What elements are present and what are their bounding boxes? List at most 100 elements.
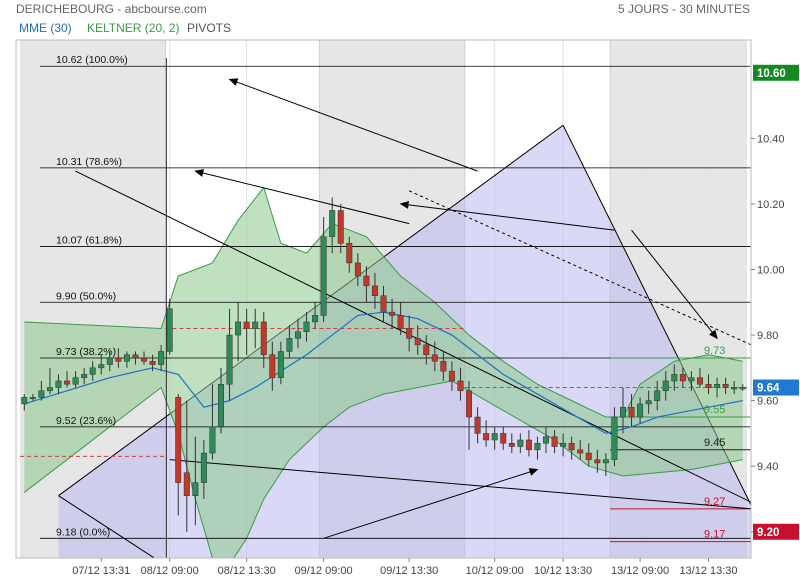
chart-title: DERICHEBOURG - abcbourse.com [16, 2, 207, 16]
candle-body [183, 472, 190, 496]
candle-body [235, 321, 242, 336]
candle-body [98, 364, 105, 369]
price-badge-label-high: 10.60 [757, 68, 786, 80]
candle-body [123, 354, 130, 362]
candle-body [739, 387, 746, 390]
candle-body [346, 243, 353, 264]
x-tick-label: 09/12 13:30 [380, 565, 438, 577]
candle-body [303, 321, 310, 333]
pivot-label: 9.73 [704, 345, 725, 357]
price-badge-label-last: 9.64 [757, 383, 780, 395]
candle-body [89, 367, 96, 375]
candle-body [679, 374, 686, 382]
fibonacci-label: 9.52 (23.6%) [56, 415, 116, 427]
fibonacci-label: 10.62 (100.0%) [56, 54, 128, 66]
candle-body [551, 436, 558, 447]
pivot-label: 9.17 [704, 529, 725, 541]
fibonacci-label: 9.73 (38.2%) [56, 346, 116, 358]
candle-body [286, 338, 293, 352]
candle-body [243, 321, 250, 329]
candle-body [414, 338, 421, 346]
annotation-arrow [323, 468, 539, 539]
candle-body [166, 308, 173, 352]
candle-body [431, 354, 438, 362]
candle-body [406, 328, 413, 339]
candle-body [209, 426, 216, 454]
candle-body [619, 406, 626, 418]
candle-body [714, 383, 721, 388]
candle-body [560, 443, 567, 447]
candle-body [688, 377, 695, 382]
y-tick-label: 10.40 [757, 133, 785, 145]
x-tick-label: 09/12 09:00 [295, 565, 353, 577]
candle-body [577, 449, 584, 454]
y-tick-label: 9.80 [757, 330, 778, 342]
candle-body [628, 406, 635, 418]
candle-body [200, 452, 207, 483]
candle-body [645, 400, 652, 405]
candle-body [72, 377, 79, 385]
candle-body [483, 433, 490, 441]
candle-body [226, 334, 233, 385]
candle-body [46, 387, 53, 392]
candle-body [457, 380, 464, 392]
legend-pivots[interactable]: PIVOTS [187, 21, 232, 35]
annotation-arrow [228, 78, 478, 172]
y-tick-label: 10.00 [757, 264, 785, 276]
candle-body [662, 380, 669, 392]
fibonacci-label: 9.90 (50.0%) [56, 290, 116, 302]
candle-body [705, 383, 712, 388]
candle-body [106, 357, 113, 365]
pivot-label: 9.45 [704, 437, 725, 449]
x-tick-label: 13/12 13:30 [679, 565, 737, 577]
trend-line [408, 190, 751, 346]
candle-body [141, 357, 148, 362]
candle-body [21, 397, 28, 405]
candle-body [312, 315, 319, 323]
candle-body [29, 397, 36, 400]
candle-body [55, 380, 62, 388]
candle-body [474, 416, 481, 434]
candle-body [252, 321, 259, 329]
candle-body [38, 390, 45, 398]
price-badge-high [753, 64, 799, 81]
candle-body [491, 433, 498, 441]
candle-body [64, 380, 71, 385]
legend-mme[interactable]: MME (30) [19, 21, 72, 35]
pitchfork-lower-edge [58, 495, 156, 558]
y-tick-label: 10.20 [757, 199, 785, 211]
legend-keltner[interactable]: KELTNER (20, 2) [87, 21, 180, 35]
x-tick-label: 10/12 13:30 [534, 565, 592, 577]
candle-body [602, 459, 609, 464]
candle-body [466, 390, 473, 418]
plot-area: 10.62 (100.0%) 10.31 (78.6%) 10.07 (61.8%)… [20, 40, 751, 558]
fibonacci-label: 9.18 (0.0%) [56, 526, 110, 538]
candle-body [337, 210, 344, 244]
candle-body [517, 439, 524, 447]
candle-body [132, 354, 139, 359]
candle-body [389, 311, 396, 316]
x-tick-label: 07/12 13:31 [72, 565, 130, 577]
price-badge-low [753, 523, 799, 540]
candle-body [568, 443, 575, 451]
candle-body [696, 377, 703, 385]
candle-body [277, 351, 284, 378]
candle-body [397, 315, 404, 329]
x-tick-label: 13/12 09:00 [611, 565, 669, 577]
x-tick-label: 08/12 13:30 [218, 565, 276, 577]
plot-frame [15, 39, 752, 559]
candle-body [294, 331, 301, 339]
annotation-arrow [399, 200, 615, 231]
annotation-arrow [194, 169, 410, 225]
candle-body [722, 383, 729, 388]
y-tick-label: 9.60 [757, 396, 778, 408]
candle-body [329, 210, 336, 237]
candle-body [158, 351, 165, 365]
x-tick-label: 08/12 09:00 [141, 565, 199, 577]
candle-body [637, 403, 644, 418]
candle-body [371, 285, 378, 296]
candle-body [149, 361, 156, 365]
candle-body [218, 383, 224, 428]
trend-line [75, 170, 751, 503]
